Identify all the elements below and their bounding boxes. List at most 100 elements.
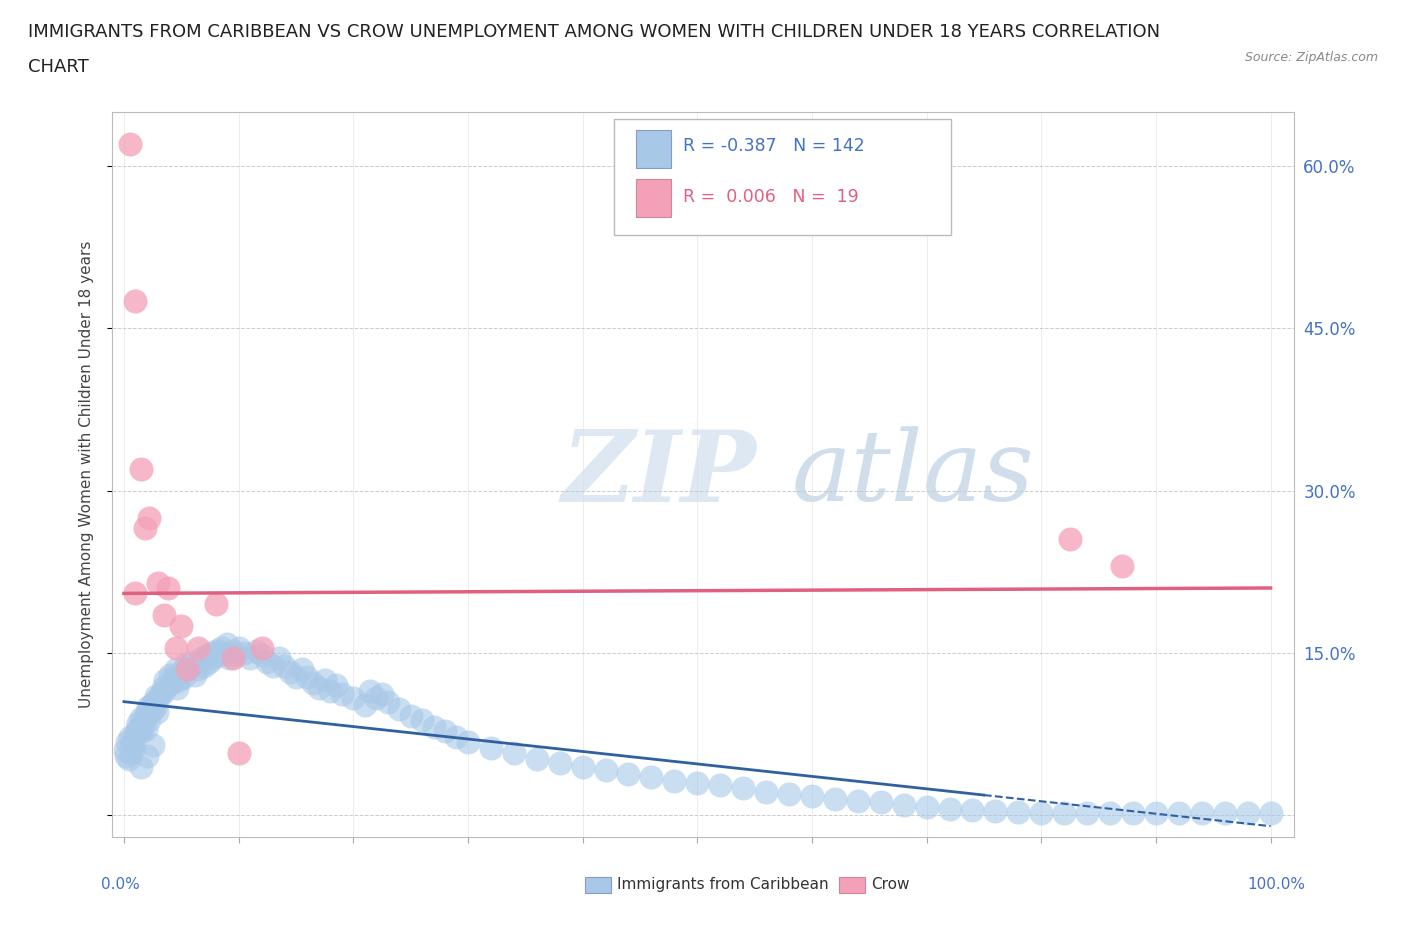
- Point: [204, 644, 226, 658]
- Point: [148, 575, 170, 590]
- Point: [262, 658, 284, 673]
- Point: [1144, 805, 1167, 820]
- Point: [984, 804, 1007, 818]
- Point: [124, 294, 146, 309]
- Point: [284, 670, 307, 684]
- Point: [153, 684, 176, 698]
- Point: [893, 797, 915, 812]
- Point: [129, 461, 152, 476]
- Point: [377, 694, 399, 709]
- Text: Crow: Crow: [870, 877, 910, 892]
- Point: [132, 716, 155, 731]
- Point: [595, 763, 617, 777]
- Point: [330, 686, 353, 701]
- Point: [571, 759, 593, 774]
- Point: [291, 662, 314, 677]
- Text: R =  0.006   N =  19: R = 0.006 N = 19: [683, 188, 859, 206]
- Point: [962, 803, 984, 817]
- Point: [142, 702, 165, 717]
- Point: [129, 719, 152, 734]
- Point: [153, 607, 176, 622]
- Point: [325, 678, 347, 693]
- Point: [207, 647, 229, 662]
- Point: [173, 670, 195, 684]
- Point: [152, 680, 174, 695]
- Point: [163, 670, 186, 684]
- Point: [297, 670, 319, 684]
- Point: [1007, 804, 1029, 819]
- Point: [174, 657, 197, 671]
- Point: [273, 658, 295, 673]
- Point: [127, 716, 149, 731]
- Point: [145, 689, 167, 704]
- Point: [129, 759, 152, 774]
- Point: [125, 722, 148, 737]
- Point: [191, 651, 214, 666]
- Point: [117, 735, 139, 750]
- Point: [156, 678, 179, 693]
- Point: [617, 766, 640, 781]
- Point: [1076, 805, 1098, 820]
- Point: [156, 580, 179, 595]
- Point: [160, 676, 183, 691]
- Point: [136, 699, 159, 714]
- Point: [733, 781, 755, 796]
- Point: [177, 662, 200, 677]
- Text: ZIP: ZIP: [561, 426, 756, 523]
- Point: [938, 802, 960, 817]
- Point: [1213, 805, 1236, 820]
- Point: [217, 637, 239, 652]
- Point: [143, 699, 166, 714]
- Point: [187, 662, 209, 677]
- Point: [228, 640, 250, 655]
- Point: [159, 667, 181, 682]
- Point: [141, 698, 163, 712]
- Point: [176, 662, 198, 677]
- Point: [128, 724, 150, 738]
- Point: [502, 745, 524, 760]
- Text: 100.0%: 100.0%: [1247, 877, 1305, 892]
- Point: [399, 709, 422, 724]
- Point: [187, 640, 209, 655]
- Point: [155, 672, 177, 687]
- Point: [222, 644, 245, 658]
- Point: [526, 751, 548, 766]
- Point: [115, 749, 138, 764]
- Point: [342, 691, 364, 706]
- Point: [228, 745, 250, 760]
- Point: [250, 640, 273, 655]
- Point: [1031, 805, 1053, 820]
- Point: [411, 712, 433, 727]
- Bar: [839, 877, 865, 893]
- Point: [846, 794, 869, 809]
- Point: [204, 597, 226, 612]
- Point: [124, 726, 146, 741]
- Point: [479, 741, 502, 756]
- Point: [353, 698, 375, 712]
- Point: [184, 667, 207, 682]
- Point: [308, 680, 330, 695]
- Text: CHART: CHART: [28, 58, 89, 75]
- Point: [129, 711, 152, 725]
- Point: [138, 511, 160, 525]
- Point: [1122, 805, 1144, 820]
- Point: [138, 712, 160, 727]
- Point: [118, 730, 141, 745]
- Point: [134, 521, 156, 536]
- Point: [146, 705, 169, 720]
- Point: [319, 684, 342, 698]
- Point: [166, 680, 188, 695]
- Point: [371, 686, 394, 701]
- Point: [167, 672, 190, 687]
- Point: [359, 684, 381, 698]
- Point: [120, 745, 142, 760]
- Point: [457, 735, 479, 750]
- Point: [139, 705, 162, 720]
- Point: [278, 665, 301, 680]
- Point: [200, 645, 222, 660]
- Point: [202, 651, 225, 666]
- Point: [239, 651, 262, 666]
- Point: [709, 777, 731, 792]
- Point: [170, 618, 193, 633]
- Point: [233, 645, 256, 660]
